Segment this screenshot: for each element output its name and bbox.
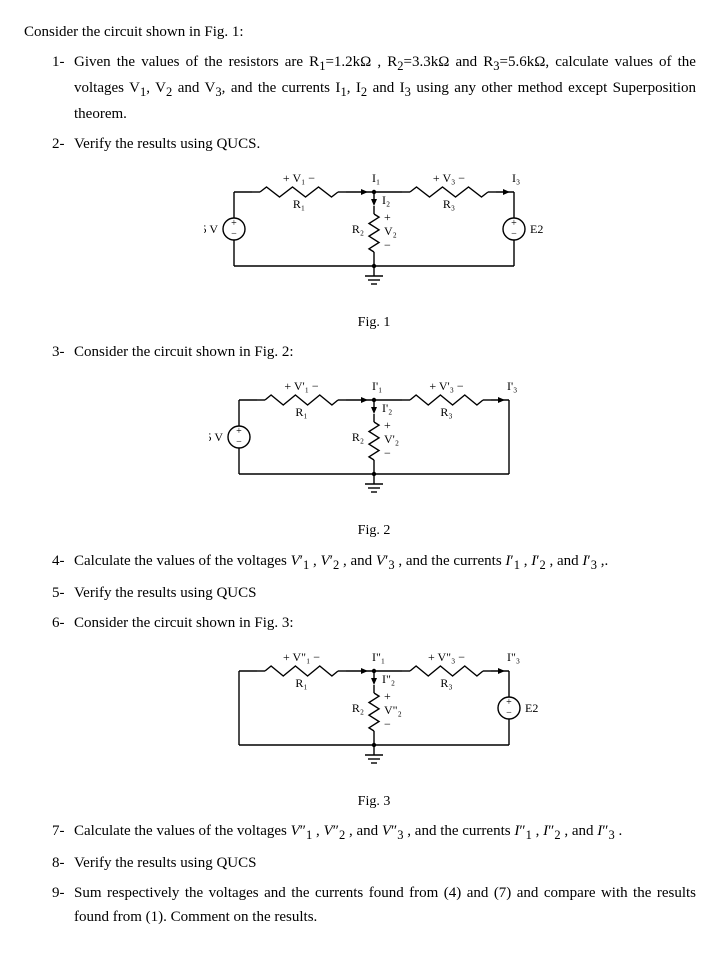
svg-text:V"₂: V"₂ bbox=[384, 703, 402, 717]
svg-text:+ V'₁ −: + V'₁ − bbox=[284, 379, 319, 393]
svg-text:−: − bbox=[506, 707, 512, 718]
svg-text:E1= 15 V: E1= 15 V bbox=[204, 222, 218, 236]
svg-text:+ V₃ −: + V₃ − bbox=[433, 171, 465, 185]
task-number: 6- bbox=[52, 611, 65, 635]
task-item: 7- Calculate the values of the voltages V… bbox=[52, 819, 696, 845]
svg-text:+ V'₃ −: + V'₃ − bbox=[429, 379, 464, 393]
task-item: 3- Consider the circuit shown in Fig. 2: bbox=[52, 340, 696, 364]
svg-text:I"₁: I"₁ bbox=[372, 650, 385, 664]
task-text: Calculate the values of the voltages V′1… bbox=[74, 553, 608, 569]
svg-text:I₁: I₁ bbox=[372, 171, 380, 185]
task-list: 1- Given the values of the resistors are … bbox=[24, 50, 696, 929]
svg-text:V₂: V₂ bbox=[384, 224, 397, 238]
task-text: Verify the results using QUCS. bbox=[74, 136, 260, 152]
figure-caption: Fig. 3 bbox=[358, 791, 391, 813]
svg-text:I"₂: I"₂ bbox=[382, 672, 395, 686]
intro-text: Consider the circuit shown in Fig. 1: bbox=[24, 20, 696, 44]
task-text: Calculate the values of the voltages V″1… bbox=[74, 823, 622, 839]
svg-text:R₁: R₁ bbox=[295, 676, 307, 690]
task-text: Consider the circuit shown in Fig. 2: bbox=[74, 344, 294, 360]
task-item: 8- Verify the results using QUCS bbox=[52, 851, 696, 875]
svg-text:I'₃: I'₃ bbox=[507, 379, 517, 393]
svg-text:−: − bbox=[511, 228, 517, 239]
svg-text:E1= 15 V: E1= 15 V bbox=[209, 430, 223, 444]
svg-text:−: − bbox=[384, 238, 391, 252]
svg-text:R₂: R₂ bbox=[352, 222, 364, 236]
svg-text:I'₁: I'₁ bbox=[372, 379, 382, 393]
svg-text:V'₂: V'₂ bbox=[384, 432, 399, 446]
task-text: Consider the circuit shown in Fig. 3: bbox=[74, 615, 294, 631]
figure-caption: Fig. 1 bbox=[358, 312, 391, 334]
figure-caption: Fig. 2 bbox=[358, 520, 391, 542]
svg-text:R₂: R₂ bbox=[352, 430, 364, 444]
task-item: 1- Given the values of the resistors are … bbox=[52, 50, 696, 126]
svg-text:+ V"₃ −: + V"₃ − bbox=[428, 650, 465, 664]
svg-text:+ V₁ −: + V₁ − bbox=[283, 171, 315, 185]
svg-text:R₃: R₃ bbox=[440, 676, 452, 690]
task-number: 5- bbox=[52, 581, 65, 605]
task-item: 6- Consider the circuit shown in Fig. 3: bbox=[52, 611, 696, 635]
task-number: 7- bbox=[52, 819, 65, 843]
task-number: 9- bbox=[52, 881, 65, 905]
svg-text:−: − bbox=[384, 446, 391, 460]
task-number: 8- bbox=[52, 851, 65, 875]
svg-text:+: + bbox=[506, 697, 512, 708]
svg-text:R₃: R₃ bbox=[443, 197, 455, 211]
svg-text:R₁: R₁ bbox=[295, 405, 307, 419]
svg-text:+: + bbox=[236, 426, 242, 437]
svg-text:E2= 10 V: E2= 10 V bbox=[525, 701, 539, 715]
figure-3: +−E2= 10 V+ V"₁ −R₁I"₁+ V"₃ −R₃I"₃I"₂R₂+… bbox=[52, 645, 696, 813]
task-item: 2- Verify the results using QUCS. bbox=[52, 132, 696, 156]
task-text: Verify the results using QUCS bbox=[74, 585, 257, 601]
svg-text:R₁: R₁ bbox=[293, 197, 305, 211]
svg-text:+ V"₁ −: + V"₁ − bbox=[283, 650, 320, 664]
svg-text:I"₃: I"₃ bbox=[507, 650, 520, 664]
svg-text:−: − bbox=[236, 437, 242, 448]
task-number: 3- bbox=[52, 340, 65, 364]
svg-text:−: − bbox=[384, 717, 391, 731]
task-number: 2- bbox=[52, 132, 65, 156]
task-text: Verify the results using QUCS bbox=[74, 855, 257, 871]
task-text: Sum respectively the voltages and the cu… bbox=[74, 885, 696, 925]
svg-text:I₃: I₃ bbox=[512, 171, 520, 185]
svg-text:R₂: R₂ bbox=[352, 701, 364, 715]
svg-text:+: + bbox=[384, 689, 391, 703]
figure-1: +−E1= 15 V+−E2= 10 V+ V₁ −R₁I₁+ V₃ −R₃I₃… bbox=[52, 166, 696, 334]
task-number: 1- bbox=[52, 50, 65, 74]
svg-text:I'₂: I'₂ bbox=[382, 401, 392, 415]
task-item: 5- Verify the results using QUCS bbox=[52, 581, 696, 605]
svg-text:+: + bbox=[231, 218, 237, 229]
svg-text:−: − bbox=[231, 228, 237, 239]
svg-text:+: + bbox=[384, 210, 391, 224]
task-number: 4- bbox=[52, 549, 65, 573]
svg-text:+: + bbox=[511, 218, 517, 229]
svg-text:+: + bbox=[384, 418, 391, 432]
svg-text:I₂: I₂ bbox=[382, 193, 390, 207]
svg-text:R₃: R₃ bbox=[440, 405, 452, 419]
figure-2: +−E1= 15 V+ V'₁ −R₁I'₁+ V'₃ −R₃I'₃I'₂R₂+… bbox=[52, 374, 696, 542]
task-text: Given the values of the resistors are R1… bbox=[74, 54, 696, 122]
svg-text:E2= 10 V: E2= 10 V bbox=[530, 222, 544, 236]
task-item: 9- Sum respectively the voltages and the … bbox=[52, 881, 696, 929]
task-item: 4- Calculate the values of the voltages V… bbox=[52, 549, 696, 575]
